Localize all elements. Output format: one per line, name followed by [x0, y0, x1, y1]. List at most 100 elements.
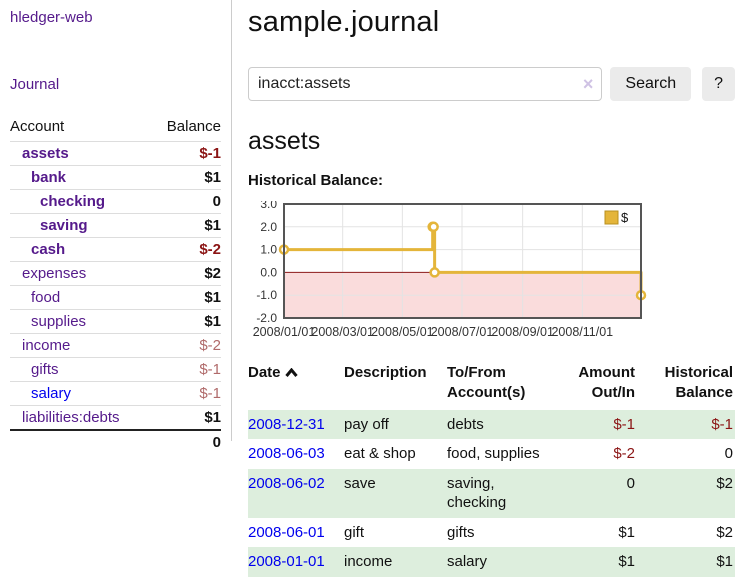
svg-text:2008/05/01: 2008/05/01	[371, 325, 434, 339]
account-row: salary $-1	[10, 381, 221, 406]
account-row: cash $-2	[10, 237, 221, 262]
transaction-row: 2008-12-31 pay off debts $-1 $-1	[248, 409, 735, 439]
account-balance: $1	[151, 405, 221, 430]
transaction-accounts: debts	[447, 415, 484, 433]
search-button[interactable]: Search	[610, 67, 692, 101]
account-row: bank $1	[10, 165, 221, 190]
clear-search-icon[interactable]: ×	[582, 74, 594, 94]
transaction-balance: $-1	[711, 415, 733, 433]
svg-text:-2.0: -2.0	[256, 311, 277, 325]
transaction-amount: $1	[618, 523, 635, 541]
accounts-total-row: 0	[10, 429, 221, 454]
transaction-row: 2008-06-03 eat & shop food, supplies $-2…	[248, 439, 735, 469]
transaction-amount: 0	[626, 474, 635, 492]
account-row: saving $1	[10, 213, 221, 238]
transaction-description: pay off	[344, 415, 389, 433]
account-row: gifts $-1	[10, 357, 221, 382]
account-column-header: Account	[10, 118, 65, 135]
account-balance: $-2	[151, 333, 221, 358]
account-row: assets $-1	[10, 141, 221, 166]
date-column-header[interactable]: Date	[248, 361, 344, 410]
account-link-cash[interactable]: cash	[31, 241, 66, 258]
transaction-accounts: gifts	[447, 523, 475, 541]
transaction-description: save	[344, 474, 376, 492]
transaction-date-link[interactable]: 2008-06-02	[248, 474, 325, 492]
account-link-food[interactable]: food	[31, 289, 61, 306]
svg-text:2008/07/01: 2008/07/01	[431, 325, 494, 339]
transaction-balance: 0	[724, 445, 733, 462]
chart-title: Historical Balance:	[248, 172, 384, 189]
search-bar: × Search ?	[248, 67, 735, 101]
transaction-description: gift	[344, 523, 365, 541]
transaction-description: eat & shop	[344, 445, 416, 462]
account-row: checking 0	[10, 189, 221, 214]
transaction-date-link[interactable]: 2008-06-01	[248, 523, 325, 541]
accounts-total-value: 0	[151, 429, 221, 454]
main-content: sample.journal × Search ? assets Histori…	[248, 0, 742, 577]
account-link-income[interactable]: income	[22, 337, 71, 354]
svg-text:2008/11/01: 2008/11/01	[551, 325, 613, 339]
balance-chart: $3.0 2.0 1.0 0.0 -1.0 -2.0 2008/01/01 2008/03/0…	[248, 197, 648, 347]
svg-text:2008/03/01: 2008/03/01	[311, 325, 374, 339]
transaction-balance: $1	[716, 553, 733, 570]
account-row: liabilities:debts $1	[10, 405, 221, 430]
search-input[interactable]	[248, 67, 603, 101]
account-link-bank[interactable]: bank	[31, 169, 67, 186]
account-link-supplies[interactable]: supplies	[31, 313, 87, 330]
transaction-balance: $2	[716, 523, 733, 541]
transaction-amount: $-2	[613, 445, 635, 462]
account-balance: $-2	[151, 237, 221, 262]
account-link-liabilities-debts[interactable]: liabilities:debts	[22, 409, 120, 426]
svg-text:2008/01/01: 2008/01/01	[253, 325, 316, 339]
svg-text:1.0: 1.0	[260, 243, 277, 257]
accounts-table: Account Balance assets $-1 bank $1 check…	[10, 114, 221, 454]
account-link-salary[interactable]: salary	[31, 385, 72, 402]
account-balance: $1	[151, 165, 221, 190]
page-title: sample.journal	[248, 6, 440, 38]
help-button[interactable]: ?	[702, 67, 735, 101]
account-link-saving[interactable]: saving	[40, 217, 88, 234]
transaction-date-link[interactable]: 2008-01-01	[248, 553, 325, 570]
transaction-amount: $-1	[613, 415, 635, 433]
transaction-row: 2008-06-01 gift gifts $1 $2	[248, 518, 735, 548]
svg-text:3.0: 3.0	[260, 201, 277, 211]
transaction-accounts: saving, checking	[447, 474, 507, 512]
account-row: income $-2	[10, 333, 221, 358]
description-column-header: Description	[344, 364, 427, 381]
balance-column-header: Balance	[166, 118, 221, 135]
accounts-column-header: To/From Account(s)	[447, 364, 526, 402]
transaction-description: income	[344, 553, 393, 570]
svg-text:2008/09/01: 2008/09/01	[491, 325, 554, 339]
account-balance: $1	[151, 309, 221, 334]
transaction-date-link[interactable]: 2008-06-03	[248, 445, 325, 462]
sidebar-item-journal[interactable]: Journal	[10, 76, 60, 93]
account-balance: $2	[151, 261, 221, 286]
register-table: Date Description To/From Account(s) Amou…	[248, 361, 735, 577]
account-balance: $-1	[151, 357, 221, 382]
transaction-accounts: food, supplies	[447, 445, 540, 462]
amount-column-header: Amount Out/In	[578, 364, 635, 402]
account-balance: $-1	[151, 141, 221, 166]
account-link-checking[interactable]: checking	[40, 193, 106, 210]
app-title-link[interactable]: hledger-web	[10, 9, 93, 26]
sort-ascending-icon	[284, 367, 298, 377]
register-header-row: Date Description To/From Account(s) Amou…	[248, 361, 735, 410]
balance-chart-svg: $3.0 2.0 1.0 0.0 -1.0 -2.02008/01/012008/03/0…	[253, 197, 647, 339]
account-row: expenses $2	[10, 261, 221, 286]
transaction-row: 2008-01-01 income salary $1 $1	[248, 547, 735, 577]
account-link-expenses[interactable]: expenses	[22, 265, 87, 282]
sidebar: hledger-web Journal Account Balance asse…	[0, 0, 232, 454]
transaction-accounts: salary	[447, 553, 488, 570]
svg-text:-1.0: -1.0	[256, 288, 277, 302]
svg-text:0.0: 0.0	[260, 265, 277, 279]
transaction-row: 2008-06-02 save saving, checking 0 $2	[248, 468, 735, 518]
svg-text:$: $	[621, 210, 629, 225]
account-balance: $-1	[151, 381, 221, 406]
account-balance: 0	[151, 189, 221, 214]
balance-column-header: Historical Balance	[664, 364, 733, 402]
account-heading: assets	[248, 127, 321, 155]
account-link-gifts[interactable]: gifts	[31, 361, 59, 378]
transaction-date-link[interactable]: 2008-12-31	[248, 415, 325, 433]
account-link-assets[interactable]: assets	[22, 145, 69, 162]
account-balance: $1	[151, 213, 221, 238]
